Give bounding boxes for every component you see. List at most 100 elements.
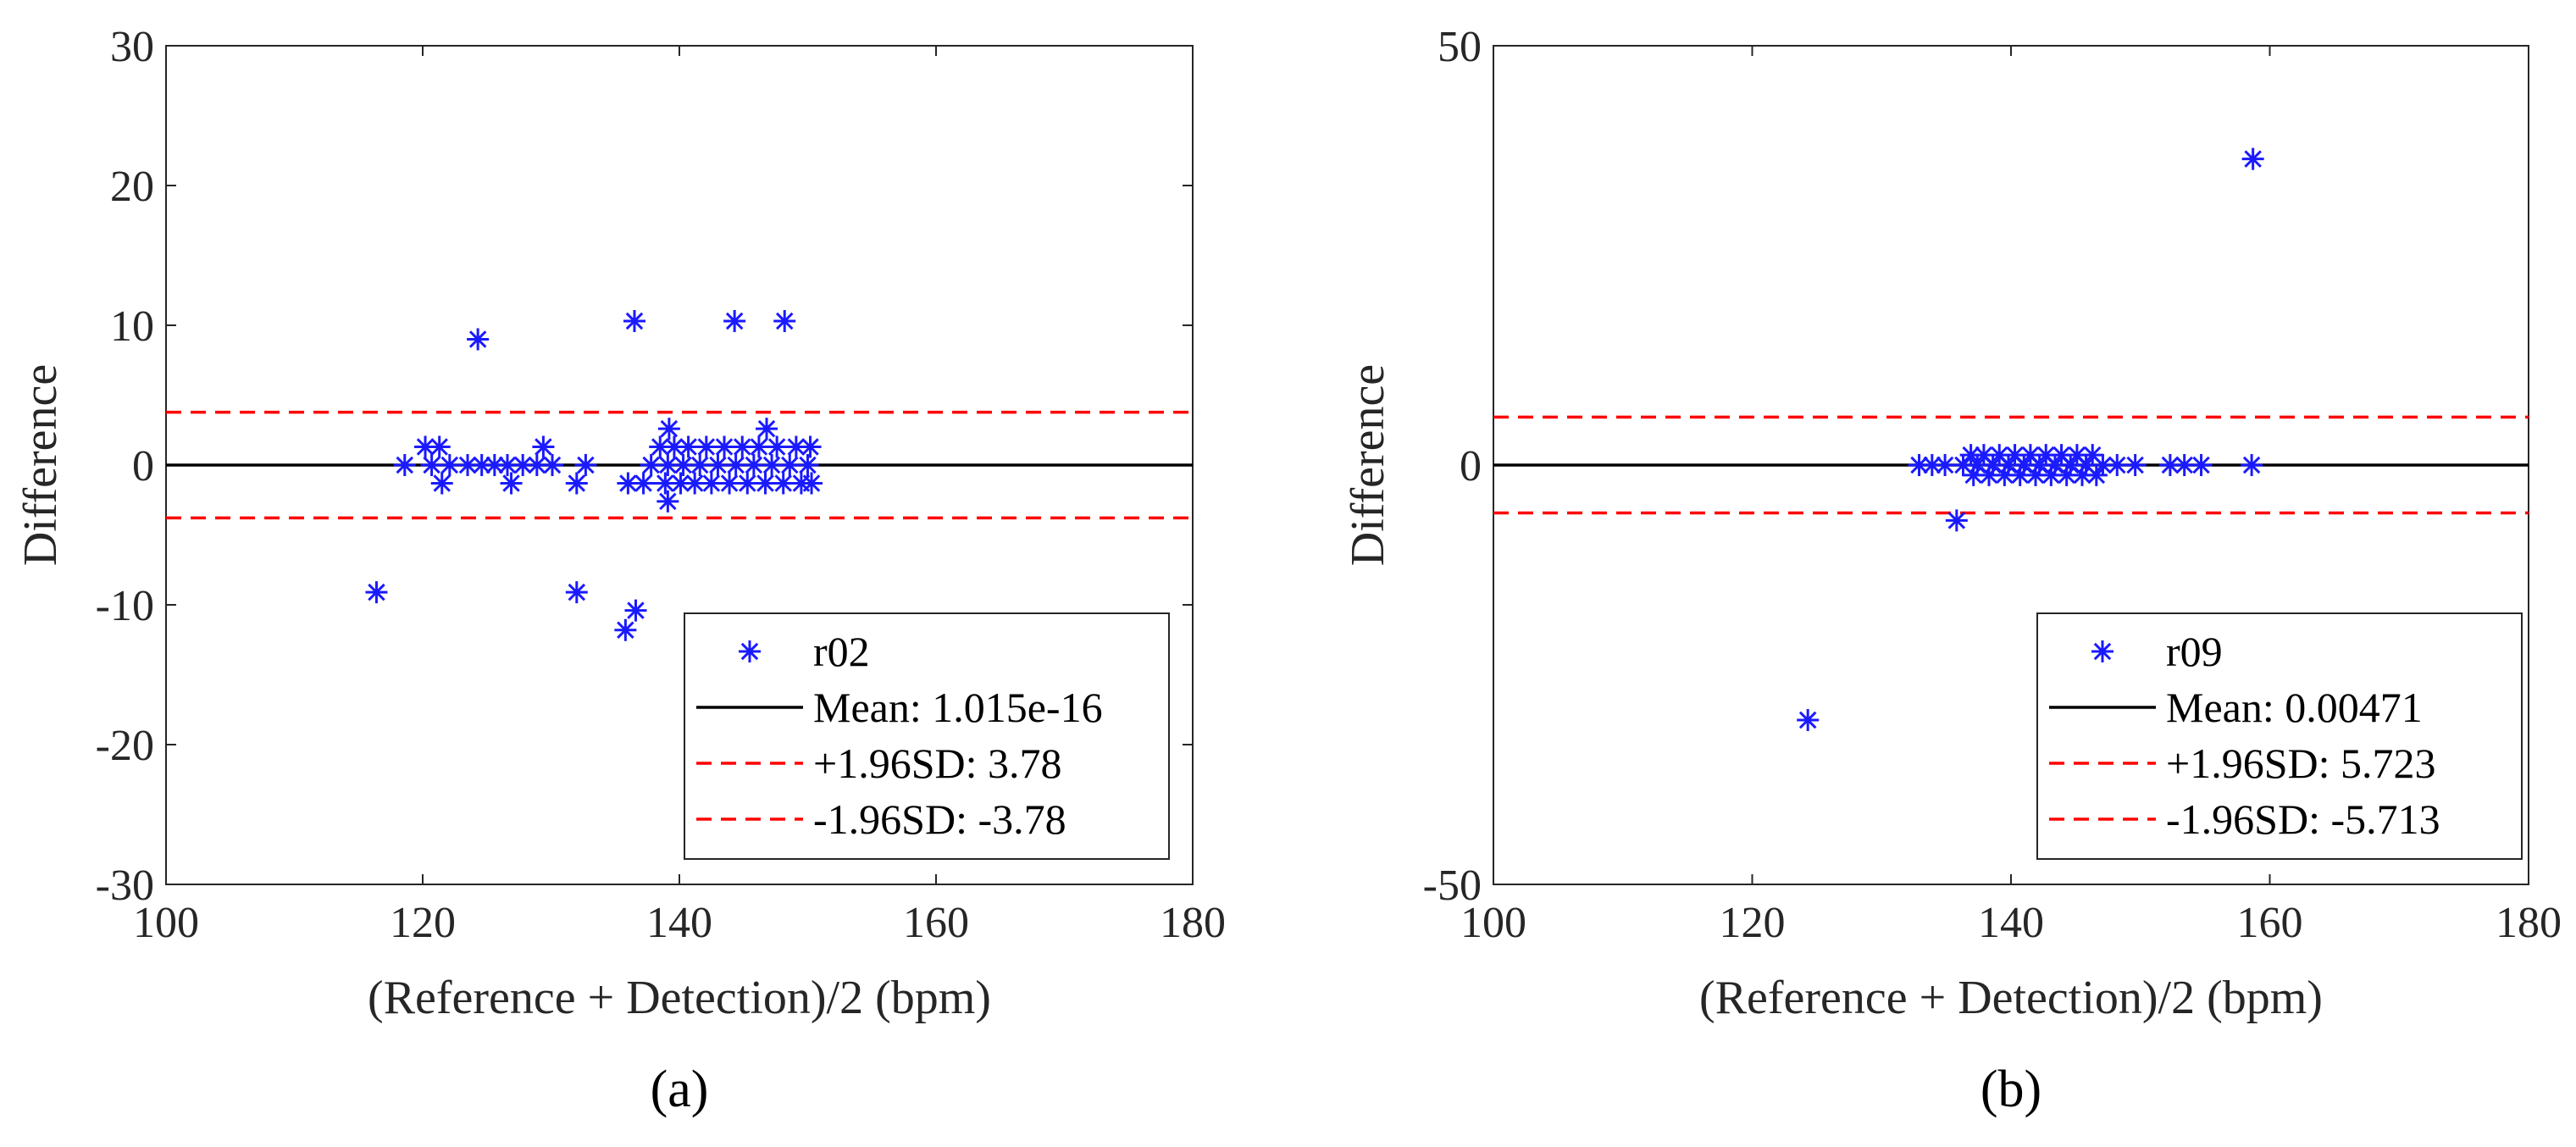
- data-point: [723, 310, 746, 333]
- data-point: [736, 472, 759, 495]
- data-point: [1908, 454, 1931, 476]
- data-point: [766, 435, 789, 458]
- data-point: [438, 454, 461, 476]
- data-point: [2055, 463, 2078, 486]
- x-tick-label: 180: [2496, 899, 2562, 947]
- data-point: [2124, 454, 2147, 476]
- data-point: [574, 454, 597, 476]
- x-axis-label: (Reference + Detection)/2 (bpm): [1699, 972, 2323, 1024]
- legend-entry-label: +1.96SD: 3.78: [813, 740, 1062, 787]
- legend-entry-label: Mean: 0.00471: [2166, 684, 2423, 731]
- data-point: [731, 435, 754, 458]
- data-point: [2043, 454, 2066, 476]
- data-point: [1997, 454, 2019, 476]
- data-point: [773, 310, 796, 333]
- data-point: [470, 454, 493, 476]
- chart-panel-2: 100 120 140 160 180 -50 0 50 (Reference + Detect…: [1342, 23, 2562, 1118]
- data-point: [662, 435, 685, 458]
- data-point: [672, 454, 695, 476]
- data-point: [624, 599, 647, 622]
- x-tick-label: 160: [903, 899, 969, 947]
- legend-box: [684, 612, 1170, 860]
- data-point: [428, 435, 451, 458]
- data-point: [496, 454, 518, 476]
- data-point: [2075, 454, 2097, 476]
- data-point: [2241, 147, 2264, 170]
- panel-label: (b): [1980, 1061, 2041, 1118]
- data-point: [2019, 444, 2041, 467]
- legend-entry-label: r02: [813, 628, 870, 675]
- data-point: [761, 454, 784, 476]
- data-point: [2173, 454, 2196, 476]
- y-tick-label: 0: [1460, 442, 1482, 490]
- data-point: [796, 454, 819, 476]
- data-point: [500, 472, 523, 495]
- data-point: [657, 418, 680, 441]
- data-point: [706, 454, 729, 476]
- y-tick-label: -20: [96, 722, 154, 770]
- data-point: [1797, 708, 1820, 731]
- data-point: [2085, 463, 2108, 486]
- data-point: [632, 472, 655, 495]
- data-point: [2003, 444, 2026, 467]
- data-point: [614, 618, 637, 641]
- data-point: [2106, 454, 2129, 476]
- legend-entry-label: r09: [2166, 628, 2223, 675]
- data-point: [2050, 444, 2073, 467]
- y-axis-label: Difference: [1342, 364, 1394, 566]
- data-point: [2025, 463, 2047, 486]
- data-point: [1966, 454, 1989, 476]
- data-point: [1945, 509, 1968, 532]
- data-point: [430, 472, 453, 495]
- x-tick-label: 180: [1160, 899, 1226, 947]
- legend: r09 Mean: 0.00471 +1.96SD: 5.723 -1.96SD: -…: [2036, 612, 2523, 860]
- data-point: [756, 418, 778, 441]
- y-tick-label: 10: [110, 302, 154, 351]
- y-tick-label: 0: [132, 442, 154, 490]
- x-tick-label: 160: [2237, 899, 2303, 947]
- data-point: [724, 454, 747, 476]
- data-point: [1962, 463, 1985, 486]
- legend-entry-label: -1.96SD: -5.713: [2166, 795, 2440, 843]
- data-point: [649, 435, 672, 458]
- data-point: [420, 454, 443, 476]
- data-point: [772, 472, 795, 495]
- data-point: [525, 454, 548, 476]
- data-point: [457, 454, 479, 476]
- legend-entry-label: +1.96SD: 5.723: [2166, 740, 2436, 787]
- data-point: [2081, 444, 2104, 467]
- data-point: [2028, 454, 2051, 476]
- data-point: [677, 435, 700, 458]
- data-point: [565, 581, 588, 604]
- data-point: [1978, 463, 2001, 486]
- x-tick-label: 140: [646, 899, 712, 947]
- legend-entry-label: -1.96SD: -3.78: [813, 795, 1066, 843]
- y-tick-label: 50: [1438, 23, 1482, 71]
- data-point: [1934, 454, 1957, 476]
- data-point: [689, 454, 712, 476]
- x-axis-label: (Reference + Detection)/2 (bpm): [368, 972, 991, 1024]
- x-tick-label: 140: [1978, 899, 2044, 947]
- data-point: [2091, 454, 2114, 476]
- x-tick-label: 100: [1460, 899, 1526, 947]
- data-point: [617, 472, 640, 495]
- data-point: [1972, 444, 1995, 467]
- legend-marker-swatch: [2091, 640, 2113, 662]
- data-point: [2071, 463, 2094, 486]
- data-point: [512, 454, 535, 476]
- x-tick-label: 100: [133, 899, 199, 947]
- legend-box: [2036, 612, 2523, 860]
- data-point: [784, 435, 807, 458]
- data-point: [2013, 454, 2036, 476]
- x-tick-label: 120: [390, 899, 456, 947]
- y-tick-label: -30: [96, 862, 154, 910]
- data-point: [669, 472, 692, 495]
- data-point: [2190, 454, 2213, 476]
- data-point: [393, 454, 416, 476]
- data-point: [2008, 463, 2031, 486]
- legend: r02 Mean: 1.015e-16 +1.96SD: 3.78 -1.96SD: …: [684, 612, 1170, 860]
- data-point: [1993, 463, 2016, 486]
- data-point: [2158, 454, 2181, 476]
- y-tick-label: 30: [110, 23, 154, 71]
